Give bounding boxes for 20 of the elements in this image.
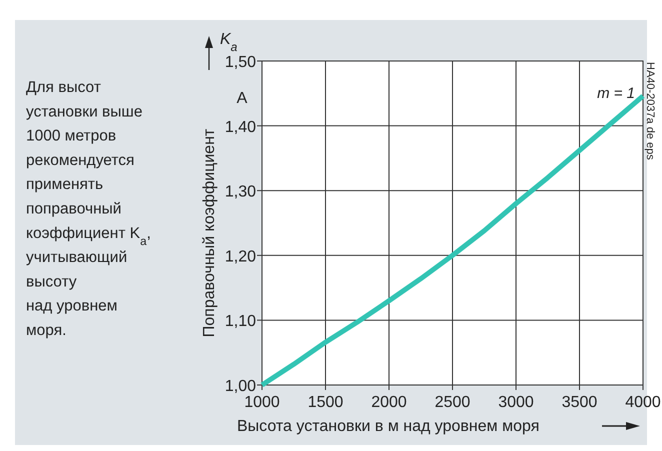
x-tick-label: 3000 <box>498 394 534 411</box>
x-axis-title: Высота установки в м над уровнем моря <box>237 418 540 435</box>
x-tick-label: 4000 <box>625 394 661 411</box>
y-tick-label: 1,20 <box>224 248 256 266</box>
x-tick-label: 3500 <box>562 394 598 411</box>
text: Для высот установки выше 1000 метров рекомендуется применять поправочный коэффициент K$_{a}$, учитывающий высоту над уровнем моря. <box>26 79 151 339</box>
text: A <box>236 90 248 107</box>
y-tick-label: 1,00 <box>224 378 256 395</box>
y-tick-label: 1,30 <box>224 184 256 201</box>
x-tick-label: 1000 <box>244 394 280 411</box>
text: K$_{a}$ <box>220 31 238 54</box>
x-tick-label: 1500 <box>308 394 344 411</box>
text: HA40-2037a de eps <box>644 62 656 160</box>
y-axis-title: Поправочный коэффициент <box>201 128 218 338</box>
y-tick-label: 1,50 <box>224 54 256 71</box>
y-tick-label: 1,10 <box>224 313 256 330</box>
annotation: m = 1 <box>597 85 635 102</box>
x-tick-label: 2500 <box>434 394 470 411</box>
x-tick-label: 2000 <box>371 394 407 411</box>
y-tick-label: 1,40 <box>224 118 256 136</box>
